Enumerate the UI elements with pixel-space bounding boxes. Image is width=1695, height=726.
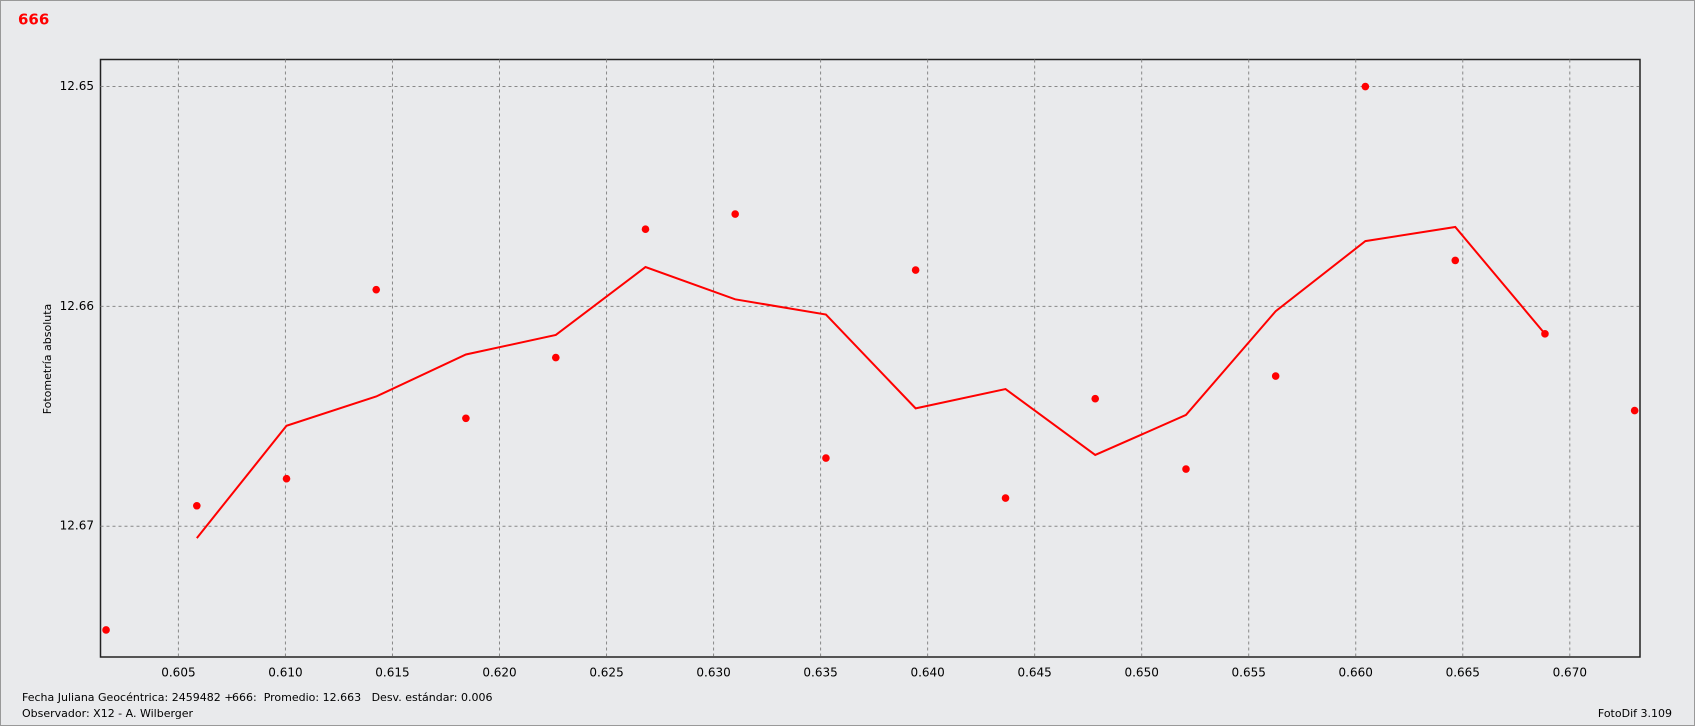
x-tick-label: 0.650 [1124, 666, 1158, 680]
x-tick-label: 0.615 [375, 666, 409, 680]
data-point [641, 225, 650, 234]
data-point [193, 501, 201, 510]
data-point [282, 474, 291, 483]
moving-average-line [196, 225, 1546, 539]
data-point [1001, 494, 1010, 502]
y-tick-label: 12.67 [60, 519, 94, 533]
y-axis-label: Fotometría absoluta [41, 304, 54, 415]
chart-title: 666 [18, 11, 49, 29]
x-tick-label: 0.635 [803, 666, 837, 680]
data-point [1361, 82, 1370, 91]
data-point [372, 285, 381, 294]
data-point [1630, 406, 1639, 415]
x-tick-label: 0.610 [268, 666, 302, 680]
footer-stats: 666: Promedio: 12.663 Desv. estándar: 0.… [232, 691, 492, 704]
x-tick-label: 0.665 [1446, 666, 1480, 680]
data-point [462, 414, 470, 423]
data-point [1182, 465, 1190, 473]
data-point [1541, 330, 1549, 338]
data-point [911, 266, 920, 274]
footer-date: Fecha Juliana Geocéntrica: 2459482 + [22, 691, 233, 704]
y-tick-label: 12.66 [60, 299, 94, 313]
x-tick-label: 0.640 [910, 666, 944, 680]
x-tick-label: 0.660 [1339, 666, 1373, 680]
data-point [102, 626, 110, 634]
plot-area [99, 58, 1641, 658]
x-tick-label: 0.605 [161, 666, 195, 680]
data-point [731, 210, 739, 218]
x-tick-label: 0.655 [1232, 666, 1266, 680]
x-tick-label: 0.625 [589, 666, 623, 680]
footer-version: FotoDif 3.109 [1598, 707, 1672, 720]
data-point [822, 454, 830, 462]
footer-observer: Observador: X12 - A. Wilberger [22, 707, 194, 720]
x-tick-label: 0.670 [1553, 666, 1587, 680]
x-tick-label: 0.630 [696, 666, 730, 680]
y-tick-label: 12.65 [60, 79, 94, 93]
x-tick-label: 0.620 [482, 666, 516, 680]
data-point [1271, 372, 1280, 380]
data-point [1091, 394, 1100, 403]
x-tick-label: 0.645 [1017, 666, 1051, 680]
data-point [1451, 256, 1460, 265]
data-point [551, 353, 560, 362]
